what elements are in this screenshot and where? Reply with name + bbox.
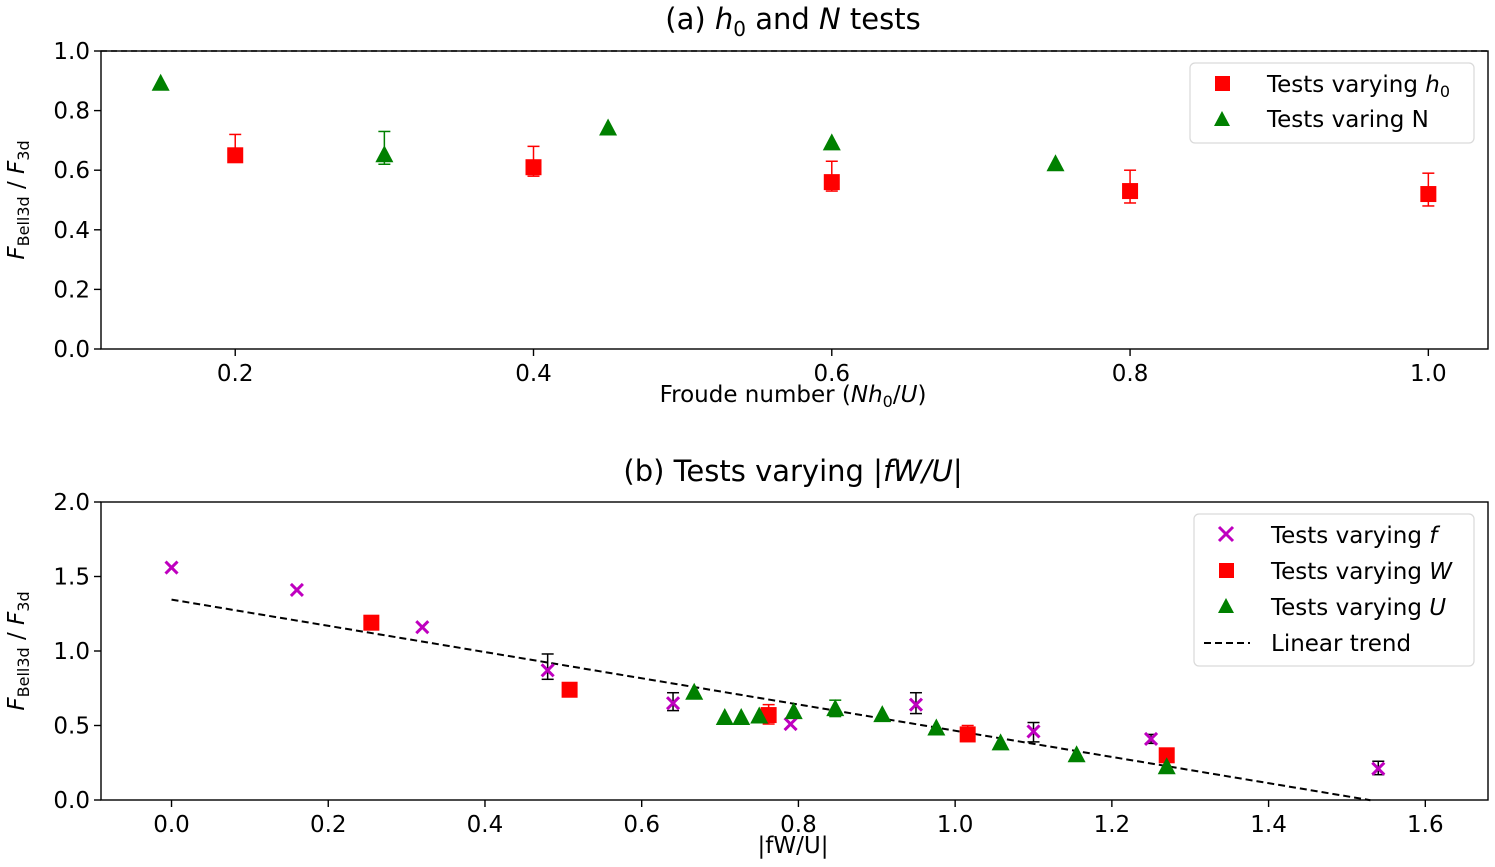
y-tick-label: 0.6 bbox=[53, 158, 90, 184]
x-tick-label: 0.6 bbox=[813, 361, 850, 387]
x-tick-label: 0.4 bbox=[467, 812, 504, 838]
data-point-triangle bbox=[822, 133, 841, 151]
legend-label-u: Tests varying U bbox=[1270, 595, 1446, 621]
data-point-triangle bbox=[873, 705, 892, 723]
panel-b-y-axis: 0.0 0.5 1.0 1.5 2.0 bbox=[53, 490, 101, 814]
data-point-x bbox=[289, 582, 304, 597]
legend-frame bbox=[1189, 62, 1475, 144]
panel-b-ylabel: FBell3d / F3d bbox=[4, 591, 33, 710]
data-point-triangle bbox=[927, 718, 946, 736]
y-tick-label: 0.4 bbox=[53, 218, 90, 244]
y-tick-label: 1.5 bbox=[53, 565, 90, 591]
data-point-triangle bbox=[715, 708, 734, 726]
data-point-square bbox=[1420, 186, 1437, 203]
data-point-x bbox=[665, 696, 681, 711]
y-tick-label: 1.0 bbox=[53, 639, 90, 665]
data-point-triangle bbox=[826, 699, 845, 717]
x-tick-label: 0.2 bbox=[217, 361, 254, 387]
data-point-x bbox=[164, 560, 179, 575]
data-point-square bbox=[525, 159, 542, 176]
data-point-triangle bbox=[784, 702, 803, 720]
data-point-x bbox=[540, 663, 555, 678]
data-point-triangle bbox=[732, 708, 751, 726]
data-point-square bbox=[1158, 747, 1175, 764]
panel-a-x-axis: 0.2 0.4 0.6 0.8 1.0 bbox=[217, 349, 1447, 387]
data-point-x bbox=[1371, 761, 1386, 776]
data-point-square bbox=[227, 147, 244, 164]
panel-b-x-axis: 0.0 0.2 0.4 0.6 0.8 1.0 1.2 1.4 1.6 bbox=[153, 800, 1444, 838]
y-tick-label: 0.0 bbox=[53, 788, 90, 814]
x-tick-label: 0.8 bbox=[780, 812, 817, 838]
panel-b-legend: Tests varying f Tests varying W Tests va… bbox=[1193, 513, 1475, 667]
legend-triangle-marker bbox=[1218, 598, 1234, 613]
panel-b: (b) Tests varying |fW/U| 0.0 0.5 1.0 1.5 2.0… bbox=[4, 454, 1489, 859]
panel-b-xlabel: |fW/U| bbox=[758, 833, 829, 859]
legend-x-marker bbox=[1217, 525, 1235, 543]
y-tick-label: 0.2 bbox=[53, 277, 90, 303]
data-point-triangle bbox=[1067, 745, 1086, 763]
legend-triangle-marker bbox=[1214, 111, 1230, 126]
data-point-triangle bbox=[151, 73, 170, 91]
linear-trend-line bbox=[171, 598, 1371, 802]
legend-frame bbox=[1193, 513, 1475, 667]
data-point-square bbox=[959, 726, 976, 743]
panel-a-xlabel: Froude number (Nh0/U) bbox=[660, 382, 927, 411]
data-point-triangle bbox=[599, 118, 618, 136]
panel-a-ylabel: FBell3d / F3d bbox=[4, 140, 33, 259]
x-tick-label: 0.4 bbox=[515, 361, 552, 387]
panel-b-title: (b) Tests varying |fW/U| bbox=[623, 454, 962, 488]
data-point-x bbox=[415, 620, 430, 635]
y-tick-label: 0.0 bbox=[53, 337, 90, 363]
legend-label-f: Tests varying f bbox=[1270, 523, 1440, 549]
legend-label-w: Tests varying W bbox=[1270, 559, 1453, 585]
x-tick-label: 0.8 bbox=[1112, 361, 1149, 387]
x-tick-label: 1.0 bbox=[937, 812, 974, 838]
data-point-triangle bbox=[375, 145, 394, 163]
panel-a-legend: Tests varying h0 Tests varing N bbox=[1189, 62, 1475, 144]
x-tick-label: 0.2 bbox=[310, 812, 347, 838]
x-tick-label: 0.0 bbox=[153, 812, 190, 838]
data-point-square bbox=[823, 174, 840, 191]
data-point-triangle bbox=[991, 733, 1010, 751]
data-point-x bbox=[908, 697, 924, 712]
y-tick-label: 2.0 bbox=[53, 490, 90, 516]
data-point-triangle bbox=[750, 706, 769, 724]
data-point-square bbox=[363, 614, 380, 631]
panel-a-marks bbox=[151, 73, 1437, 207]
panel-a-y-axis: 0.0 0.2 0.4 0.6 0.8 1.0 bbox=[53, 39, 101, 363]
legend-label-h0: Tests varying h0 bbox=[1266, 72, 1450, 101]
panel-b-marks bbox=[164, 560, 1386, 776]
legend-square-marker bbox=[1215, 76, 1230, 91]
data-point-square bbox=[1122, 183, 1139, 200]
x-tick-label: 1.6 bbox=[1407, 812, 1444, 838]
y-tick-label: 0.8 bbox=[53, 99, 90, 125]
data-point-square bbox=[561, 681, 578, 698]
panel-a-title: (a) h0 and N tests bbox=[665, 2, 920, 41]
y-tick-label: 1.0 bbox=[53, 39, 90, 65]
y-tick-label: 0.5 bbox=[53, 714, 90, 740]
data-point-triangle bbox=[1046, 154, 1065, 172]
x-tick-label: 1.2 bbox=[1094, 812, 1131, 838]
data-point-x bbox=[1026, 724, 1041, 739]
panel-a: (a) h0 and N tests 0.0 0.2 0.4 0.6 0.8 1.0 0.… bbox=[4, 2, 1489, 411]
x-tick-label: 1.0 bbox=[1410, 361, 1447, 387]
data-point-triangle bbox=[685, 682, 704, 700]
x-tick-label: 1.4 bbox=[1250, 812, 1287, 838]
legend-square-marker bbox=[1219, 563, 1234, 578]
data-point-x bbox=[1143, 731, 1159, 746]
legend-label-trend: Linear trend bbox=[1271, 631, 1411, 657]
data-point-triangle bbox=[1157, 757, 1176, 775]
legend-label-n: Tests varing N bbox=[1266, 107, 1429, 133]
x-tick-label: 0.6 bbox=[623, 812, 660, 838]
data-point-x bbox=[783, 716, 798, 732]
